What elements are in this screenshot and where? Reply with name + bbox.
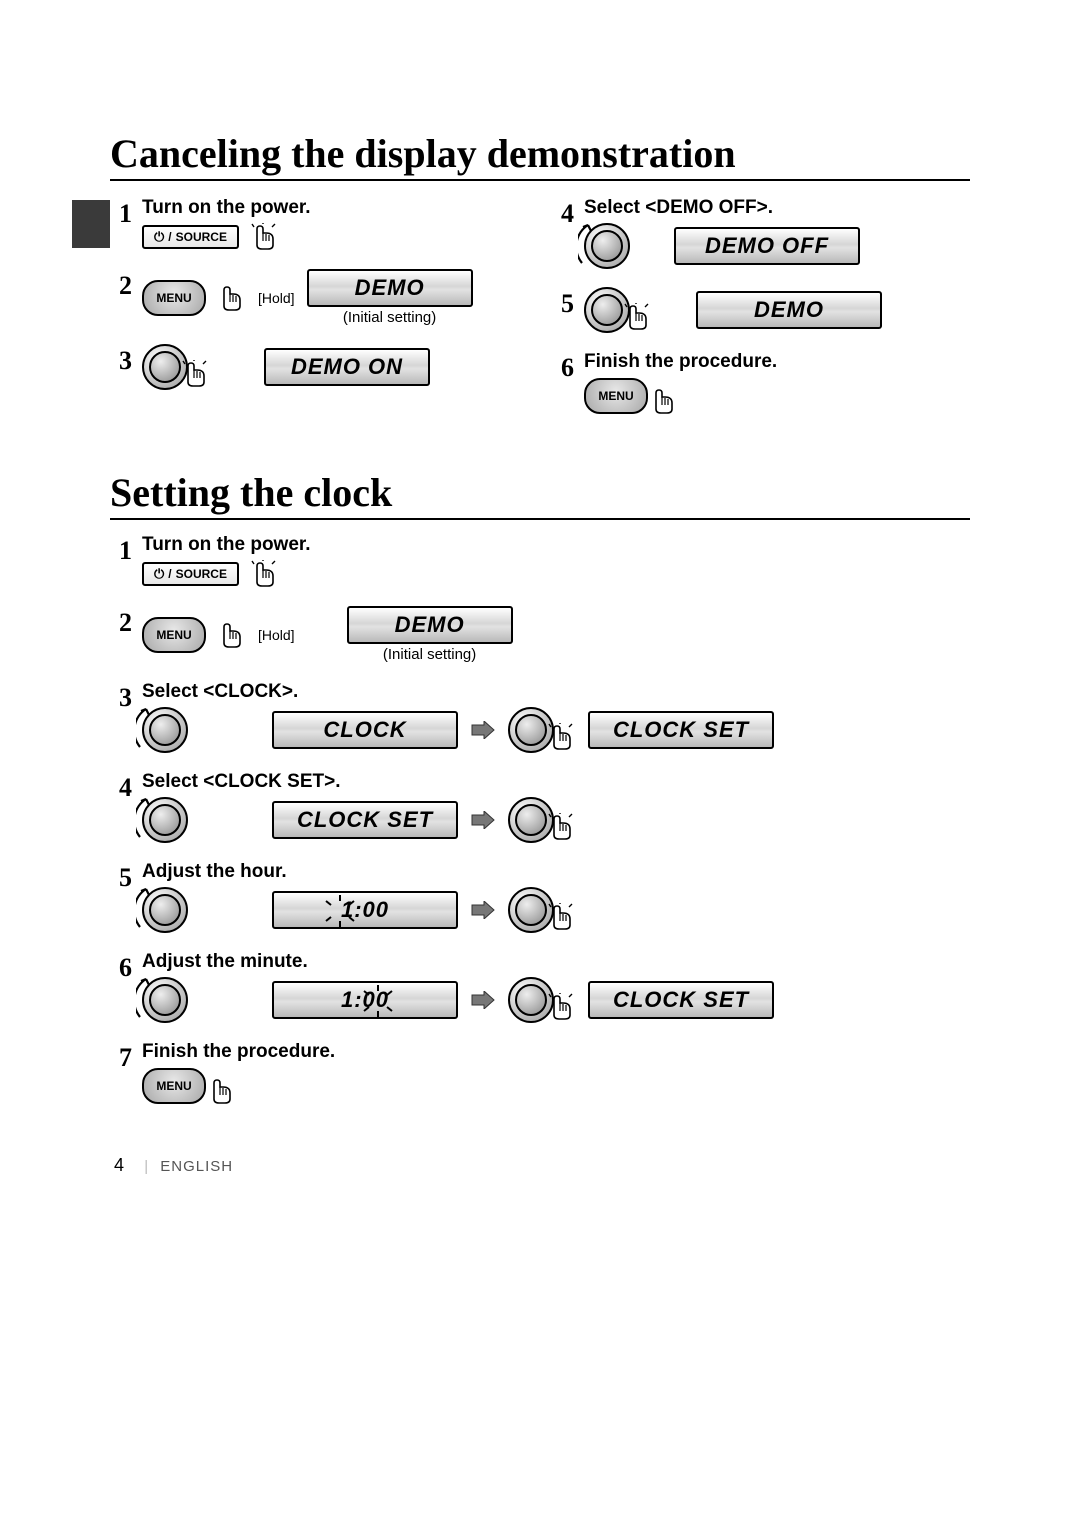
- s1-step5: 5 DEMO: [552, 287, 970, 333]
- display-box: DEMO ON: [264, 348, 430, 386]
- hand-tap-icon: [548, 813, 576, 841]
- s1-step6: 6 Finish the procedure. MENU: [552, 351, 970, 415]
- rotary-knob-turn-icon: [142, 977, 188, 1023]
- arrow-right-icon: [470, 721, 496, 739]
- rotary-knob-turn-icon: [142, 887, 188, 933]
- display-box: 1:00: [272, 891, 458, 929]
- hand-tap-icon: [548, 903, 576, 931]
- page-language: ENGLISH: [160, 1158, 233, 1175]
- display-box: CLOCK SET: [272, 801, 458, 839]
- step-label: Select <CLOCK SET>.: [142, 771, 970, 793]
- step-label: Turn on the power.: [142, 197, 528, 219]
- display-box: CLOCK: [272, 711, 458, 749]
- menu-button: MENU: [584, 378, 648, 414]
- s2-step3: 3 Select <CLOCK>. CLOCK CLOCK SET: [110, 681, 970, 753]
- source-button: ⏻/SOURCE: [142, 225, 239, 249]
- step-number: 6: [110, 951, 132, 981]
- arrow-right-icon: [470, 991, 496, 1009]
- s1-step2: 2 MENU [Hold] DEMO (Initial setting): [110, 269, 528, 326]
- step-label: Finish the procedure.: [584, 351, 970, 373]
- s1-step1: 1 Turn on the power. ⏻/SOURCE: [110, 197, 528, 251]
- hold-label: [Hold]: [258, 290, 295, 306]
- s1-step4: 4 Select <DEMO OFF>. DEMO OFF: [552, 197, 970, 269]
- page-footer: 4 | ENGLISH: [110, 1155, 970, 1176]
- hold-label: [Hold]: [258, 627, 295, 643]
- s1-step3: 3 DEMO ON: [110, 344, 528, 390]
- step-number: 4: [110, 771, 132, 801]
- s2-step4: 4 Select <CLOCK SET>. CLOCK SET: [110, 771, 970, 843]
- hand-tap-icon: [548, 993, 576, 1021]
- s2-step7: 7 Finish the procedure. MENU: [110, 1041, 970, 1105]
- step-number: 2: [110, 606, 132, 636]
- rotary-knob-turn-icon: [142, 707, 188, 753]
- display-box: DEMO: [307, 269, 473, 307]
- hand-icon: [650, 387, 678, 415]
- section2-title: Setting the clock: [110, 469, 970, 520]
- step-number: 2: [110, 269, 132, 299]
- menu-button: MENU: [142, 617, 206, 653]
- source-button: ⏻/SOURCE: [142, 562, 239, 586]
- display-caption: (Initial setting): [347, 646, 513, 663]
- section1-title: Canceling the display demonstration: [110, 130, 970, 181]
- display-box: DEMO: [696, 291, 882, 329]
- step-label: Adjust the hour.: [142, 861, 970, 883]
- step-number: 3: [110, 344, 132, 374]
- s2-step2: 2 MENU [Hold] DEMO (Initial setting): [110, 606, 970, 663]
- arrow-right-icon: [470, 901, 496, 919]
- flash-burst-icon: [362, 983, 394, 1019]
- arrow-right-icon: [470, 811, 496, 829]
- hand-tap-icon: [548, 723, 576, 751]
- step-label: Finish the procedure.: [142, 1041, 970, 1063]
- step-label: Select <CLOCK>.: [142, 681, 970, 703]
- step-number: 5: [110, 861, 132, 891]
- step-number: 6: [552, 351, 574, 381]
- display-box: DEMO: [347, 606, 513, 644]
- display-box: DEMO OFF: [674, 227, 860, 265]
- display-box: CLOCK SET: [588, 981, 774, 1019]
- flash-burst-icon: [324, 893, 356, 929]
- step-label: Turn on the power.: [142, 534, 970, 556]
- s2-step6: 6 Adjust the minute. 1:00 CLOCK SET: [110, 951, 970, 1023]
- menu-button: MENU: [142, 1068, 206, 1104]
- display-box: 1:00: [272, 981, 458, 1019]
- hand-tap-icon: [182, 360, 210, 388]
- step-number: 1: [110, 197, 132, 227]
- hand-icon: [218, 284, 246, 312]
- rotary-knob-turn-icon: [584, 223, 630, 269]
- menu-button: MENU: [142, 280, 206, 316]
- page-number: 4: [114, 1155, 125, 1175]
- footer-divider: |: [144, 1158, 149, 1175]
- step-number: 5: [552, 287, 574, 317]
- step-number: 7: [110, 1041, 132, 1071]
- s2-step1: 1 Turn on the power. ⏻/SOURCE: [110, 534, 970, 588]
- display-box: CLOCK SET: [588, 711, 774, 749]
- step-label: Adjust the minute.: [142, 951, 970, 973]
- hand-tap-icon: [251, 223, 279, 251]
- step-number: 1: [110, 534, 132, 564]
- s2-step5: 5 Adjust the hour. 1:00: [110, 861, 970, 933]
- power-icon: ⏻: [154, 566, 164, 582]
- step-number: 4: [552, 197, 574, 227]
- display-caption: (Initial setting): [307, 309, 473, 326]
- step-label: Select <DEMO OFF>.: [584, 197, 970, 219]
- rotary-knob-turn-icon: [142, 797, 188, 843]
- page-tab: [72, 200, 110, 248]
- step-number: 3: [110, 681, 132, 711]
- power-icon: ⏻: [154, 229, 164, 245]
- hand-tap-icon: [251, 560, 279, 588]
- hand-icon: [208, 1077, 236, 1105]
- hand-icon: [218, 621, 246, 649]
- hand-tap-icon: [624, 303, 652, 331]
